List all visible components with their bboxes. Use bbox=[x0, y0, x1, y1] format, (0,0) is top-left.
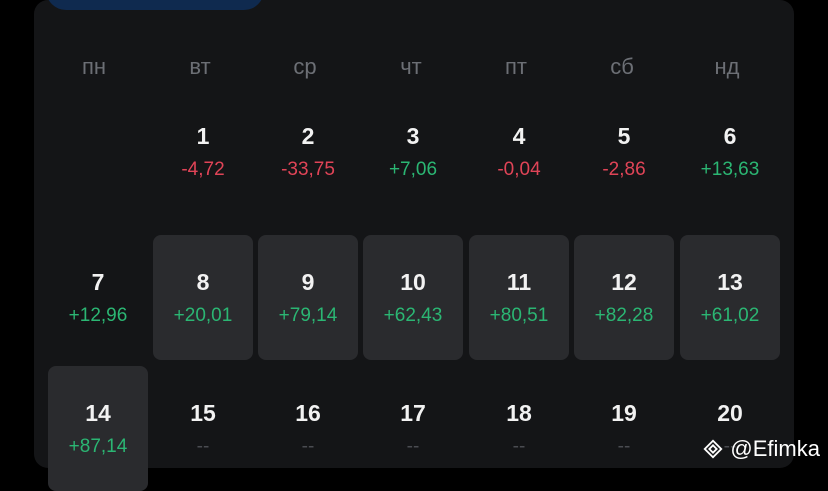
calendar-day-cell[interactable]: 12 +82,28 bbox=[574, 235, 674, 360]
top-tab-pill[interactable] bbox=[46, 0, 264, 10]
day-pnl-value: +79,14 bbox=[278, 304, 338, 326]
weekday-header-row: пн вт ср чт пт сб нд bbox=[44, 52, 784, 82]
calendar-day-cell[interactable]: 13 +61,02 bbox=[680, 235, 780, 360]
calendar-panel bbox=[34, 0, 794, 468]
day-pnl-value: -4,72 bbox=[181, 158, 225, 180]
day-pnl-value: +20,01 bbox=[173, 304, 233, 326]
calendar-day-cell[interactable]: 18 -- bbox=[469, 366, 569, 491]
binance-diamond-icon bbox=[703, 439, 723, 459]
day-pnl-value: -33,75 bbox=[281, 158, 335, 180]
calendar-day-cell[interactable]: 16 -- bbox=[258, 366, 358, 491]
calendar-day-cell[interactable]: 20 -- bbox=[680, 366, 780, 491]
day-pnl-value: -- bbox=[723, 435, 737, 457]
calendar-day-cell[interactable]: 8 +20,01 bbox=[153, 235, 253, 360]
day-pnl-value: -- bbox=[406, 435, 420, 457]
day-pnl-value: -- bbox=[301, 435, 315, 457]
day-number: 18 bbox=[506, 399, 532, 426]
day-number: 13 bbox=[717, 268, 743, 295]
calendar-day-cell[interactable]: 9 +79,14 bbox=[258, 235, 358, 360]
calendar-day-cell[interactable]: 7 +12,96 bbox=[48, 235, 148, 360]
day-pnl-value: +87,14 bbox=[68, 435, 128, 457]
calendar-day-cell[interactable]: 6 +13,63 bbox=[680, 89, 780, 214]
calendar-day-cell[interactable]: 15 -- bbox=[153, 366, 253, 491]
day-pnl-value: -- bbox=[512, 435, 526, 457]
day-number: 15 bbox=[190, 399, 216, 426]
weekday-tue: вт bbox=[189, 54, 211, 79]
weekday-mon: пн bbox=[81, 54, 107, 79]
day-number: 4 bbox=[512, 122, 526, 149]
day-number: 20 bbox=[717, 399, 743, 426]
day-number: 8 bbox=[196, 268, 210, 295]
day-number: 10 bbox=[400, 268, 426, 295]
day-number: 11 bbox=[506, 268, 532, 295]
calendar-day-cell[interactable]: 17 -- bbox=[363, 366, 463, 491]
day-pnl-value: -- bbox=[196, 435, 210, 457]
calendar-day-cell[interactable]: 1 -4,72 bbox=[153, 89, 253, 214]
day-number: 12 bbox=[611, 268, 637, 295]
day-number: 6 bbox=[723, 122, 737, 149]
day-pnl-value: +7,06 bbox=[388, 158, 438, 180]
day-pnl-value: +62,43 bbox=[383, 304, 443, 326]
calendar-day-cell[interactable]: 14 +87,14 bbox=[48, 366, 148, 491]
calendar-day-cell[interactable]: 11 +80,51 bbox=[469, 235, 569, 360]
calendar-day-cell[interactable]: 5 -2,86 bbox=[574, 89, 674, 214]
calendar-day-cell[interactable]: 3 +7,06 bbox=[363, 89, 463, 214]
day-number: 5 bbox=[617, 122, 631, 149]
day-pnl-value: -0,04 bbox=[497, 158, 541, 180]
weekday-sun: нд bbox=[714, 54, 740, 79]
weekday-wed: ср bbox=[293, 54, 317, 79]
weekday-fri: пт bbox=[505, 54, 527, 79]
calendar-day-cell[interactable]: 2 -33,75 bbox=[258, 89, 358, 214]
day-pnl-value: +80,51 bbox=[489, 304, 549, 326]
weekday-thu: чт bbox=[400, 54, 422, 79]
day-pnl-value: +13,63 bbox=[700, 158, 760, 180]
watermark: @Efimka bbox=[702, 436, 820, 462]
day-number: 17 bbox=[400, 399, 426, 426]
day-pnl-value: +61,02 bbox=[700, 304, 760, 326]
calendar-day-cell[interactable]: 19 -- bbox=[574, 366, 674, 491]
calendar-day-cell[interactable]: 4 -0,04 bbox=[469, 89, 569, 214]
weekday-sat: сб bbox=[610, 54, 634, 79]
day-number: 1 bbox=[196, 122, 210, 149]
day-number: 7 bbox=[91, 268, 105, 295]
day-pnl-value: -2,86 bbox=[602, 158, 646, 180]
day-number: 19 bbox=[611, 399, 637, 426]
calendar-day-cell[interactable]: 10 +62,43 bbox=[363, 235, 463, 360]
day-pnl-value: -- bbox=[617, 435, 631, 457]
day-number: 2 bbox=[301, 122, 315, 149]
watermark-text: @Efimka bbox=[730, 436, 820, 461]
day-number: 16 bbox=[295, 399, 321, 426]
day-pnl-value: +82,28 bbox=[594, 304, 654, 326]
day-number: 9 bbox=[301, 268, 315, 295]
day-pnl-value: +12,96 bbox=[68, 304, 128, 326]
day-number: 14 bbox=[85, 399, 111, 426]
day-number: 3 bbox=[406, 122, 420, 149]
